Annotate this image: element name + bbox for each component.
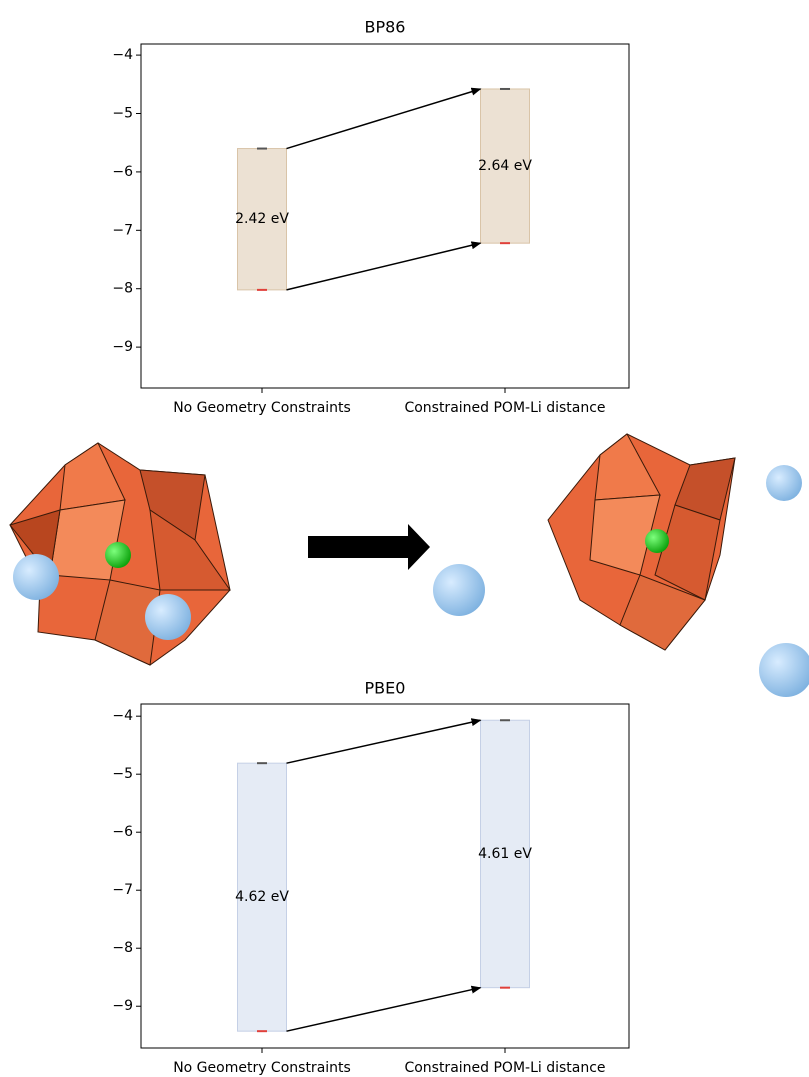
x-tick-label: Constrained POM-Li distance bbox=[404, 400, 605, 416]
chart-title: BP86 bbox=[365, 18, 406, 37]
y-tick-label: −9 bbox=[112, 998, 133, 1014]
structure-illustration bbox=[10, 434, 809, 697]
low-arrow bbox=[287, 988, 481, 1032]
y-tick-label: −5 bbox=[112, 106, 133, 122]
plot-frame bbox=[141, 44, 629, 388]
page: {"chart_data": [ {"type": "floating_bar"… bbox=[0, 0, 809, 1077]
y-tick-label: −8 bbox=[112, 940, 133, 956]
gap-label: 2.42 eV bbox=[235, 211, 289, 227]
y-tick-label: −7 bbox=[112, 882, 133, 898]
y-tick-label: −5 bbox=[112, 766, 133, 782]
plot-frame bbox=[141, 704, 629, 1048]
y-tick-label: −8 bbox=[112, 281, 133, 297]
y-tick-label: −6 bbox=[112, 164, 133, 180]
y-tick-label: −9 bbox=[112, 339, 133, 355]
gap-label: 4.61 eV bbox=[478, 846, 532, 862]
high-arrow bbox=[287, 720, 481, 763]
x-tick-label: No Geometry Constraints bbox=[173, 1060, 351, 1076]
y-tick-label: −4 bbox=[112, 708, 133, 724]
low-arrow bbox=[287, 243, 481, 290]
gap-label: 4.62 eV bbox=[235, 889, 289, 905]
gap-label: 2.64 eV bbox=[478, 158, 532, 174]
y-tick-label: −4 bbox=[112, 47, 133, 63]
x-tick-label: No Geometry Constraints bbox=[173, 400, 351, 416]
high-arrow bbox=[287, 89, 481, 149]
figure: BP86 −4 −5 −6 −7 −8 −9 2.42 eV No Geometry Const… bbox=[0, 0, 809, 1077]
chart-title: PBE0 bbox=[365, 679, 406, 698]
x-tick-label: Constrained POM-Li distance bbox=[404, 1060, 605, 1076]
y-tick-label: −7 bbox=[112, 222, 133, 238]
y-tick-label: −6 bbox=[112, 824, 133, 840]
